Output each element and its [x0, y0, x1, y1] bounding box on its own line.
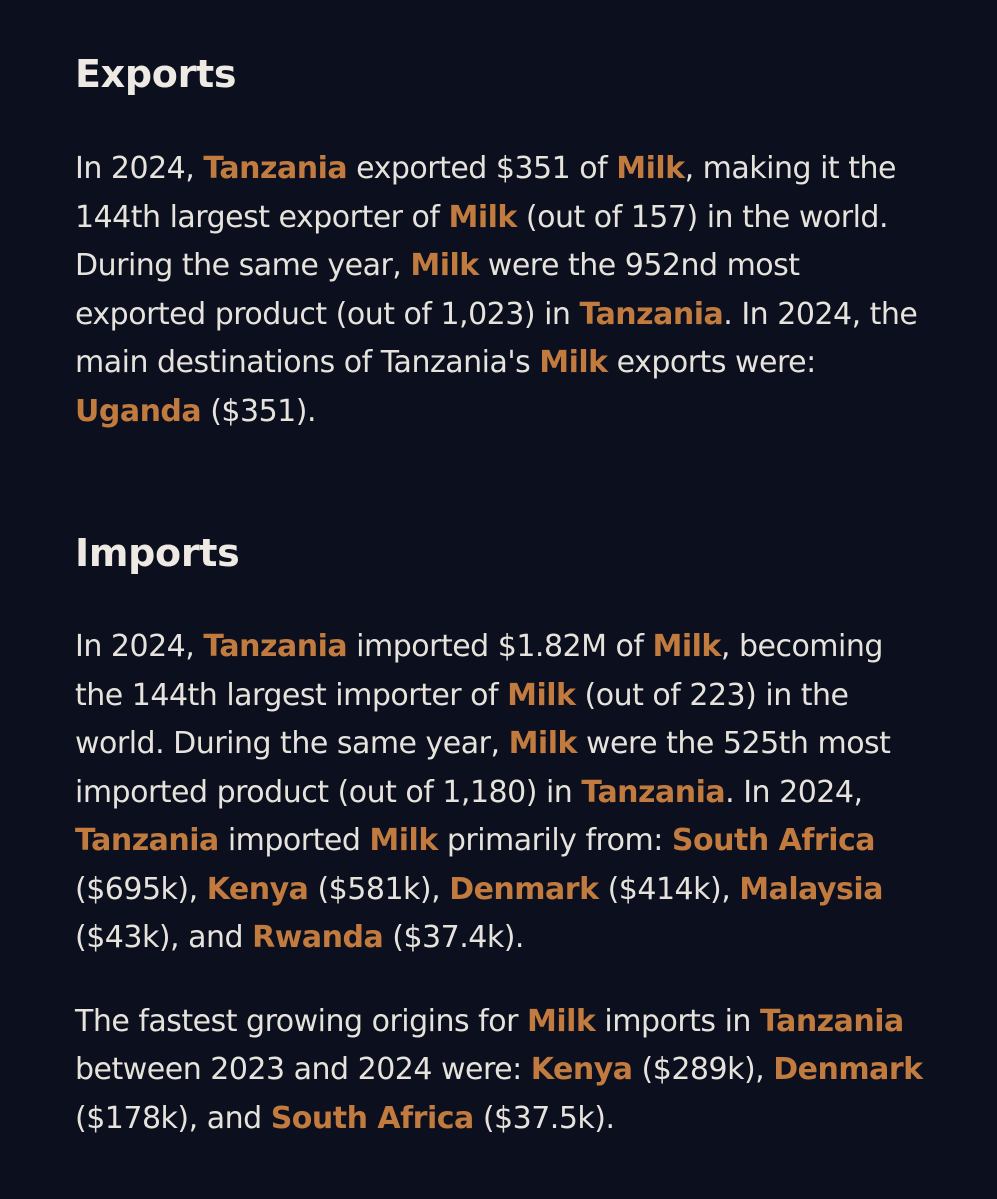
country-link-tanzania[interactable]: Tanzania: [203, 151, 348, 186]
product-link-milk[interactable]: Milk: [448, 199, 517, 235]
country-link-malaysia[interactable]: Malaysia: [739, 871, 883, 907]
text: exported $351 of: [347, 151, 617, 186]
text: imports in: [595, 1003, 760, 1039]
text: , becoming the 144th largest importer of: [75, 629, 883, 713]
exports-paragraph: In 2024, Tanzania exported $351 of Milk,…: [75, 145, 937, 436]
text: In 2024,: [75, 151, 204, 186]
imports-section: Imports In 2024, Tanzania imported $1.82…: [75, 529, 937, 1143]
text: . In 2024, the main destinations of Tanz…: [75, 296, 918, 381]
country-link-tanzania[interactable]: Tanzania: [75, 823, 219, 858]
text: imported $1.82M of: [347, 629, 653, 664]
product-link-milk[interactable]: Milk: [652, 629, 722, 664]
country-link-tanzania[interactable]: Tanzania: [579, 296, 724, 332]
text: exports were:: [607, 345, 817, 380]
text: between 2023 and 2024 were:: [75, 1052, 531, 1087]
text: ($43k), and: [75, 920, 253, 955]
product-link-milk[interactable]: Milk: [508, 726, 578, 761]
product-link-milk[interactable]: Milk: [369, 823, 438, 858]
country-link-kenya[interactable]: Kenya: [530, 1052, 633, 1087]
text: (out of 223) in the world. During the sa…: [75, 677, 849, 762]
text: (out of 157) in the world. During the sa…: [75, 199, 889, 284]
product-link-milk[interactable]: Milk: [526, 1003, 596, 1039]
country-link-south-africa[interactable]: South Africa: [671, 823, 876, 858]
product-link-milk[interactable]: Milk: [616, 151, 685, 186]
text: ($414k),: [598, 871, 740, 907]
text: , making it the 144th largest exporter o…: [75, 151, 896, 235]
country-link-south-africa[interactable]: South Africa: [270, 1100, 475, 1136]
country-link-kenya[interactable]: Kenya: [206, 871, 309, 907]
text: ($351).: [201, 393, 316, 429]
country-link-tanzania[interactable]: Tanzania: [203, 629, 348, 664]
country-link-tanzania[interactable]: Tanzania: [581, 774, 726, 810]
text: were the 525th most imported product (ou…: [75, 726, 891, 810]
exports-heading: Exports: [75, 52, 237, 96]
product-link-milk[interactable]: Milk: [539, 345, 608, 380]
text: . In 2024,: [725, 774, 863, 810]
text: ($37.5k).: [473, 1100, 615, 1136]
text: ($178k), and: [75, 1100, 271, 1136]
imports-heading: Imports: [75, 531, 240, 575]
text: ($695k),: [75, 871, 207, 907]
text: ($37.4k).: [383, 920, 524, 955]
product-link-milk[interactable]: Milk: [410, 248, 479, 283]
growth-paragraph: The fastest growing origins for Milk imp…: [75, 998, 937, 1144]
text: In 2024,: [75, 629, 204, 664]
exports-section: Exports In 2024, Tanzania exported $351 …: [75, 0, 937, 436]
text: imported: [218, 823, 370, 858]
country-link-denmark[interactable]: Denmark: [449, 871, 599, 907]
text: The fastest growing origins for: [75, 1003, 527, 1039]
imports-paragraph: In 2024, Tanzania imported $1.82M of Mil…: [75, 623, 937, 963]
country-link-uganda[interactable]: Uganda: [75, 393, 202, 429]
text: were the 952nd most exported product (ou…: [75, 248, 800, 332]
text: ($289k),: [632, 1052, 774, 1087]
text: primarily from:: [437, 823, 672, 858]
country-link-rwanda[interactable]: Rwanda: [252, 920, 384, 955]
text: ($581k),: [308, 871, 450, 907]
country-link-tanzania[interactable]: Tanzania: [759, 1003, 904, 1039]
product-link-milk[interactable]: Milk: [507, 677, 576, 713]
country-link-denmark[interactable]: Denmark: [773, 1052, 923, 1087]
